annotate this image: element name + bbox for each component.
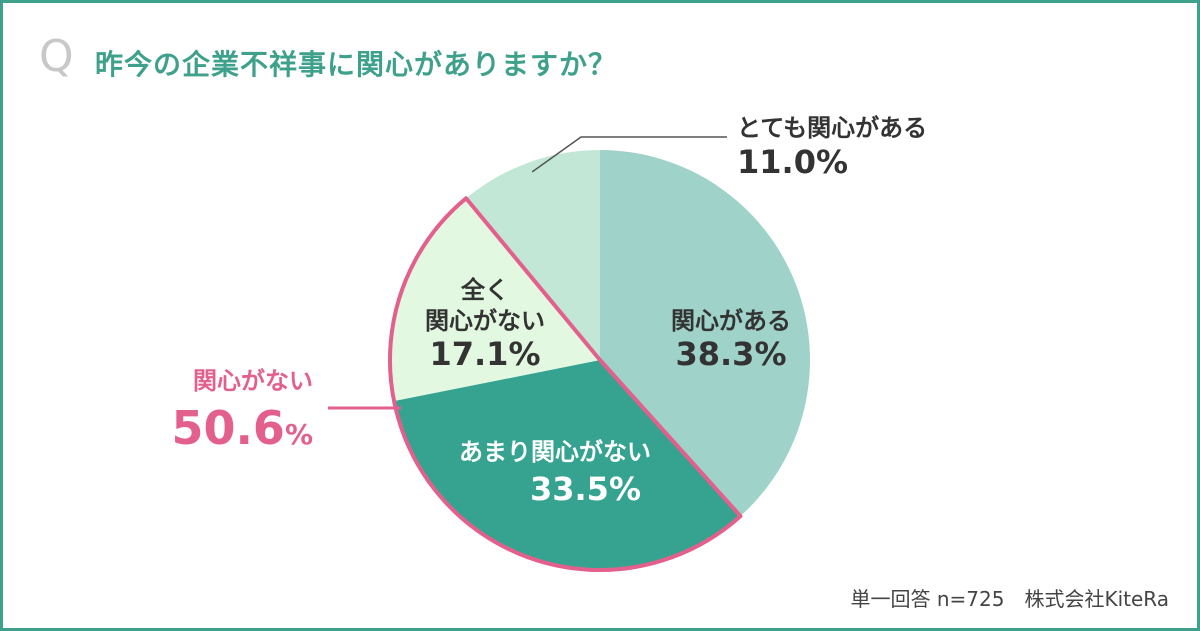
- slice-not-at-all-interested: [390, 198, 600, 402]
- label-not-interested-group: 関心がない: [193, 367, 313, 395]
- slice-interested: [600, 150, 810, 517]
- label-interested: 関心がある: [671, 307, 791, 335]
- question-marker: Q: [39, 31, 74, 82]
- pie-chart: 関心がある38.3%あまり関心がない33.5%全く関心がない17.1%とても関心…: [171, 114, 927, 572]
- label-not-at-all-interested-line2: 関心がない: [425, 307, 545, 335]
- value-not-at-all-interested: 17.1%: [429, 335, 540, 373]
- slice-not-very-interested: [394, 360, 741, 570]
- chart-title: 昨今の企業不祥事に関心がありますか？: [95, 48, 618, 81]
- value-not-very-interested: 33.5%: [530, 470, 641, 508]
- label-not-at-all-interested-line1: 全く: [460, 276, 509, 304]
- value-not-interested-group: 50.6%: [171, 401, 313, 455]
- footer-note: 単一回答 n=725 株式会社KiteRa: [850, 587, 1170, 611]
- value-interested: 38.3%: [675, 335, 786, 373]
- leader-very-interested: [531, 136, 727, 173]
- label-not-very-interested: あまり関心がない: [459, 438, 651, 466]
- label-very-interested: とても関心がある: [737, 114, 927, 142]
- value-very-interested: 11.0%: [737, 143, 848, 181]
- slice-very-interested: [466, 150, 600, 360]
- group-outline-not-interested: [388, 196, 743, 572]
